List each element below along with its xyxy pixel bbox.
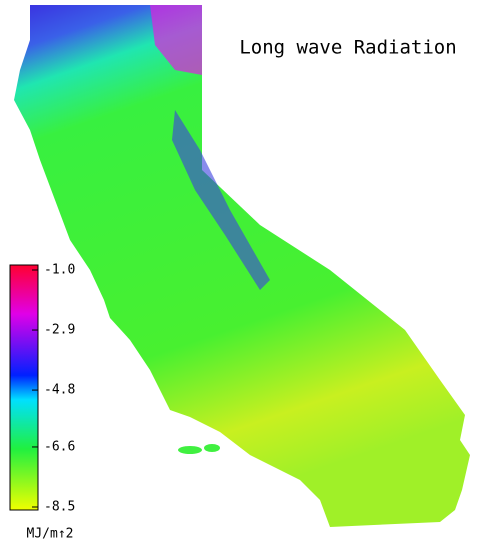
colorbar-tick-label: -8.5 [44,500,75,515]
map-title: Long wave Radiation [239,37,456,59]
colorbar-tick-label: -4.8 [44,383,75,398]
california-map [14,5,470,527]
colorbar-tick-label: -1.0 [44,263,75,278]
colorbar-tick-label: -2.9 [44,323,75,338]
colorbar-tick-label: -6.6 [44,439,75,454]
colorbar-scale [9,264,39,511]
colorbar-unit: MJ/m↑2 [27,527,74,542]
colorbar [9,264,39,511]
